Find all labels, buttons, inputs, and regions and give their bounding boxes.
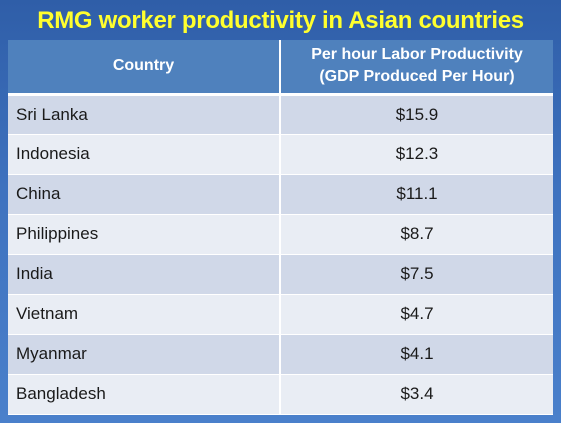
productivity-cell: $8.7 bbox=[280, 214, 553, 255]
productivity-table: Country Per hour Labor Productivity (GDP… bbox=[8, 40, 553, 415]
table-row: Sri Lanka $15.9 bbox=[8, 94, 553, 135]
table-row: India $7.5 bbox=[8, 254, 553, 295]
country-cell: India bbox=[8, 254, 281, 295]
country-cell: Sri Lanka bbox=[8, 94, 281, 135]
country-cell: Indonesia bbox=[8, 134, 281, 175]
productivity-cell: $11.1 bbox=[280, 174, 553, 215]
country-cell: Myanmar bbox=[8, 334, 281, 375]
header-productivity-line1: Per hour Labor Productivity bbox=[311, 46, 523, 64]
table-header-row: Country Per hour Labor Productivity (GDP… bbox=[8, 40, 553, 96]
country-cell: Vietnam bbox=[8, 294, 281, 335]
productivity-cell: $4.7 bbox=[280, 294, 553, 335]
productivity-cell: $4.1 bbox=[280, 334, 553, 375]
header-country: Country bbox=[8, 40, 281, 96]
productivity-cell: $7.5 bbox=[280, 254, 553, 295]
table-row: Myanmar $4.1 bbox=[8, 334, 553, 375]
productivity-cell: $12.3 bbox=[280, 134, 553, 175]
country-cell: Philippines bbox=[8, 214, 281, 255]
country-cell: Bangladesh bbox=[8, 374, 281, 415]
country-cell: China bbox=[8, 174, 281, 215]
header-productivity-line2: (GDP Produced Per Hour) bbox=[319, 68, 515, 86]
table-row: Indonesia $12.3 bbox=[8, 134, 553, 175]
header-productivity: Per hour Labor Productivity (GDP Produce… bbox=[280, 40, 553, 96]
table-row: China $11.1 bbox=[8, 174, 553, 215]
table-row: Vietnam $4.7 bbox=[8, 294, 553, 335]
productivity-cell: $3.4 bbox=[280, 374, 553, 415]
table-row: Bangladesh $3.4 bbox=[8, 374, 553, 415]
slide-title: RMG worker productivity in Asian countri… bbox=[37, 7, 524, 34]
productivity-cell: $15.9 bbox=[280, 94, 553, 135]
table-row: Philippines $8.7 bbox=[8, 214, 553, 255]
